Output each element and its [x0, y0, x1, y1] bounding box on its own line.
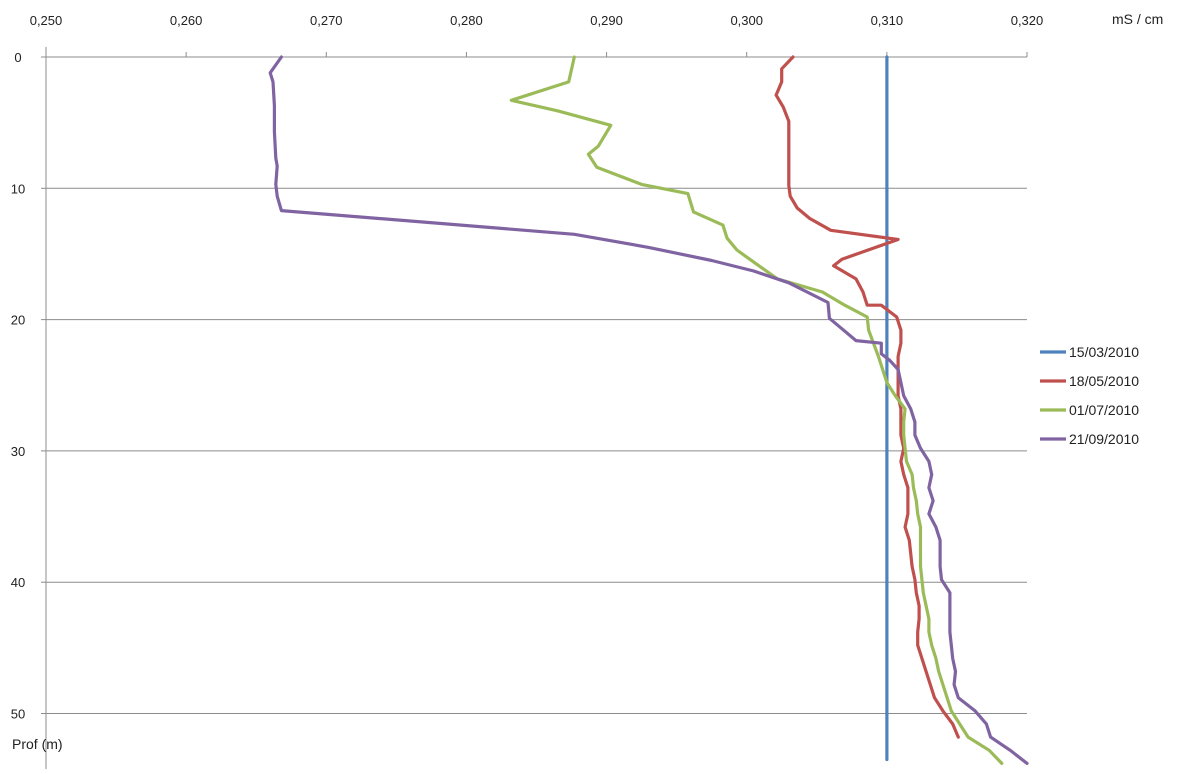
series-line-21-09-2010 — [268, 55, 1029, 766]
x-tick-label: 0,290 — [590, 13, 623, 28]
y-axis-title: Prof (m) — [12, 736, 63, 752]
grid-layer — [46, 56, 1027, 714]
x-tick-label: 0,300 — [730, 13, 763, 28]
y-tick-label: 50 — [11, 707, 25, 722]
x-axis-title: mS / cm — [1112, 11, 1163, 27]
series-layer — [268, 55, 1029, 766]
x-tick-label: 0,250 — [30, 13, 63, 28]
x-tick-label: 0,260 — [170, 13, 203, 28]
x-tick-label: 0,280 — [450, 13, 483, 28]
legend-label-21-09-2010: 21/09/2010 — [1069, 431, 1139, 447]
series-line-18-05-2010 — [774, 55, 960, 739]
x-tick-label: 0,270 — [310, 13, 343, 28]
axis-layer: 0 10 20 30 40 50 0,250 0,260 0,270 0,280 0,290 0,30… — [11, 13, 1044, 769]
y-tick-label: 30 — [11, 444, 25, 459]
legend-label-18-05-2010: 18/05/2010 — [1069, 373, 1139, 389]
x-tick-label: 0,310 — [871, 13, 904, 28]
legend: 15/03/2010 18/05/2010 01/07/2010 21/09/2010 — [1040, 344, 1139, 447]
y-tick-label: 20 — [11, 313, 25, 328]
y-tick-label: 0 — [14, 50, 21, 65]
series-line-01-07-2010 — [509, 55, 1004, 766]
legend-label-01-07-2010: 01/07/2010 — [1069, 402, 1139, 418]
y-tick-label: 40 — [11, 575, 25, 590]
legend-label-15-03-2010: 15/03/2010 — [1069, 344, 1139, 360]
x-tick-label: 0,320 — [1011, 13, 1044, 28]
y-tick-label: 10 — [11, 181, 25, 196]
